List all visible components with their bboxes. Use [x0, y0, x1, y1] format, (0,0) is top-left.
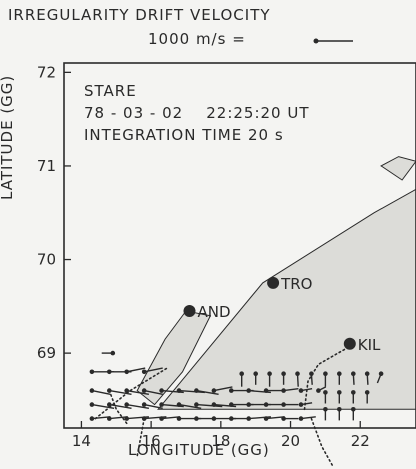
panel-line-datetime: 78 - 03 - 02 22:25:20 UT: [84, 104, 310, 122]
velocity-vector: [309, 371, 314, 385]
velocity-vector: [298, 402, 313, 407]
velocity-vector: [364, 390, 370, 404]
velocity-vector: [281, 371, 286, 385]
velocity-vector: [267, 371, 272, 387]
velocity-vector: [351, 390, 356, 404]
plot-frame: [63, 62, 416, 429]
velocity-vector: [107, 388, 132, 395]
velocity-vector: [323, 390, 328, 404]
velocity-vector: [176, 402, 202, 409]
velocity-vector: [89, 416, 111, 421]
chart-title: IRREGULARITY DRIFT VELOCITY: [8, 6, 271, 24]
panel-line-stare: STARE: [84, 82, 137, 100]
y-tick-label: 71: [37, 157, 56, 175]
dotted-track-4: [136, 417, 145, 457]
velocity-vector: [253, 371, 258, 385]
station-and: AND: [183, 303, 231, 321]
station-label: AND: [198, 303, 231, 321]
velocity-vector: [176, 388, 205, 394]
velocity-vector: [159, 416, 181, 421]
scale-arrow-icon: [313, 38, 353, 44]
velocity-vector: [337, 407, 342, 421]
velocity-vector: [337, 371, 342, 385]
x-tick-label: 14: [72, 432, 91, 450]
velocity-vector: [211, 386, 233, 393]
velocity-vector: [351, 371, 356, 385]
y-tick-label: 72: [37, 63, 56, 81]
velocity-vector: [141, 367, 163, 375]
velocity-vector: [281, 402, 299, 407]
velocity-vector: [124, 388, 150, 395]
station-marker: [183, 305, 196, 317]
velocity-vector: [298, 416, 316, 421]
station-marker: [343, 337, 356, 350]
velocity-vector: [101, 350, 116, 356]
velocity-vector: [295, 371, 300, 387]
velocity-vector: [141, 388, 163, 395]
station-label: TRO: [280, 275, 312, 293]
velocity-vector: [364, 371, 370, 385]
velocity-vector: [107, 416, 128, 421]
panel-line-integration: INTEGRATION TIME 20 s: [84, 126, 284, 144]
velocity-vector: [107, 402, 132, 409]
station-marker: [267, 276, 280, 289]
velocity-vector: [351, 407, 356, 421]
velocity-vector: [298, 388, 313, 393]
dotted-track-1: [108, 389, 128, 425]
velocity-vector: [239, 371, 244, 387]
aurora-region: [157, 188, 416, 410]
velocity-vector: [323, 407, 328, 421]
station-kil: KIL: [343, 336, 381, 354]
y-tick-label: 69: [37, 344, 56, 362]
and-region: [136, 310, 212, 406]
velocity-vector: [316, 386, 327, 393]
velocity-vector: [124, 367, 146, 375]
velocity-vector: [124, 402, 150, 409]
velocity-vector: [323, 371, 328, 387]
velocity-vector: [337, 390, 342, 404]
velocity-vector: [141, 402, 163, 409]
velocity-vector: [89, 388, 111, 395]
x-tick-label: 18: [211, 432, 230, 450]
scale-label: 1000 m/s =: [148, 30, 246, 48]
y-tick-label: 70: [37, 251, 56, 269]
aurora-island: [380, 156, 416, 181]
velocity-vector: [89, 402, 115, 409]
velocity-vector: [263, 416, 285, 421]
velocity-vector: [194, 388, 219, 395]
x-tick-label: 16: [142, 432, 161, 450]
x-tick-label: 20: [281, 432, 300, 450]
x-axis-label: LONGITUDE (GG): [128, 441, 270, 459]
x-tick-label: 22: [351, 432, 370, 450]
velocity-vector: [281, 416, 299, 421]
dotted-track-3: [310, 417, 334, 467]
station-tro: TRO: [267, 275, 313, 293]
velocity-vector: [376, 371, 384, 384]
velocity-vector: [194, 402, 223, 408]
station-label: KIL: [358, 336, 381, 354]
velocity-vector: [281, 388, 299, 393]
